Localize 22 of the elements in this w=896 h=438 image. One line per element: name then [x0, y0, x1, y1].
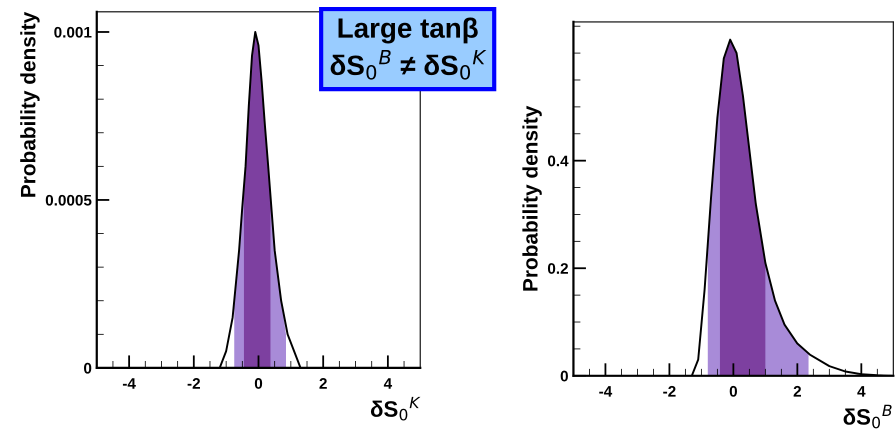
x-axis-title: δS$_{0}$$^{K}$ [370, 396, 420, 421]
y-axis-title: Probability density [20, 12, 40, 197]
y-tick-label: 0 [84, 362, 92, 374]
y-tick-label: 0.2 [548, 263, 568, 274]
x-tick-label: 0 [254, 378, 262, 389]
x-tick-label: 4 [384, 378, 392, 389]
y-axis-title: Probability density [522, 106, 542, 291]
x-tick-label: -2 [663, 386, 676, 397]
x-tick-label: -4 [599, 386, 612, 397]
x-axis-title: δS$_{0}$$^{B}$ [844, 404, 892, 428]
y-tick-label: 0.4 [548, 156, 568, 166]
x-tick-label: 0 [730, 386, 737, 397]
y-tick-label: 0.001 [54, 26, 92, 38]
x-tick-label: -2 [188, 378, 200, 389]
x-tick-label: 2 [794, 386, 801, 397]
x-tick-label: 4 [857, 386, 866, 397]
y-tick-label: 0 [560, 370, 568, 382]
annotation: δS$_{0}$$^{B}$ ≠ δS$_{0}$$^{K}$ [330, 50, 486, 80]
x-tick-label: 2 [319, 378, 327, 389]
y-tick-label: 0.0005 [46, 194, 92, 206]
annotation: Large tanβ [338, 18, 478, 44]
x-tick-label: -4 [122, 378, 136, 389]
